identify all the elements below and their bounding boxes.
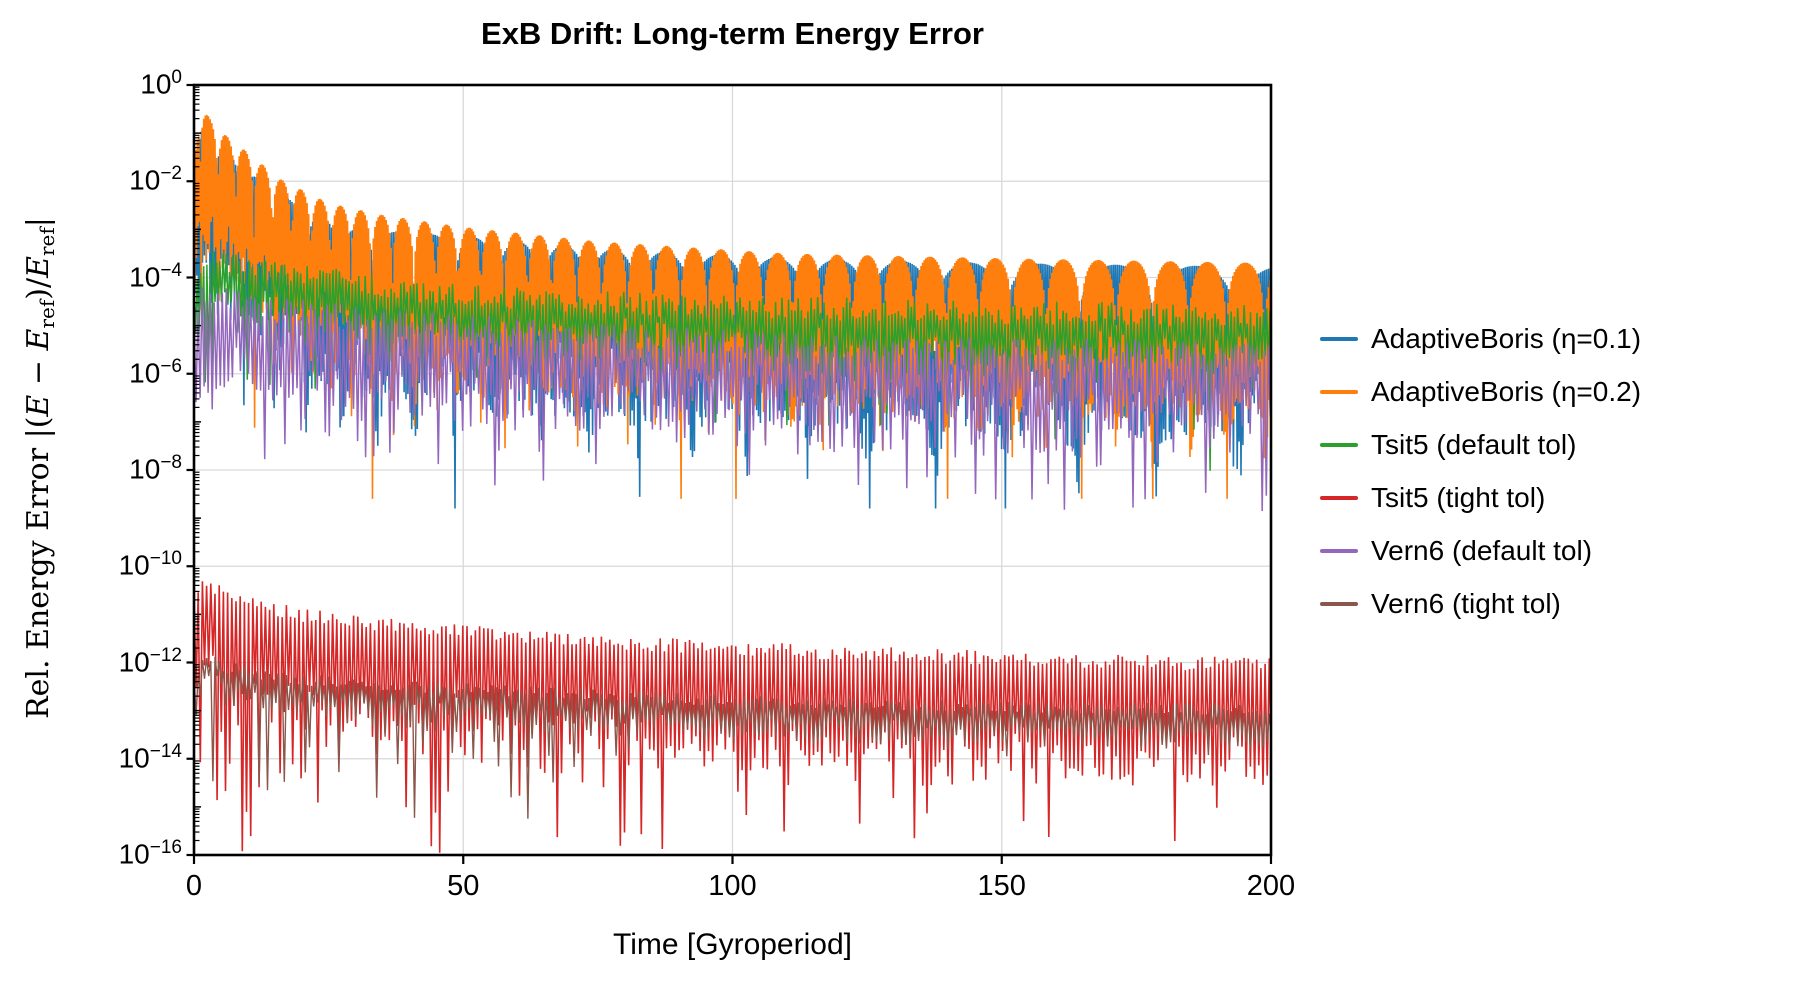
y-tick-label: 10−14 <box>118 740 182 774</box>
legend-label: Tsit5 (tight tol) <box>1371 481 1546 513</box>
legend-label: Tsit5 (default tol) <box>1371 428 1577 460</box>
legend-label: Vern6 (tight tol) <box>1371 587 1561 619</box>
legend-item: Tsit5 (tight tol) <box>1320 471 1641 524</box>
legend-item: AdaptiveBoris (η=0.2) <box>1320 365 1641 418</box>
x-tick-label: 0 <box>185 870 203 902</box>
gridlines <box>194 85 1271 855</box>
x-tick-label: 50 <box>447 870 480 902</box>
x-tick-label: 100 <box>708 870 757 902</box>
legend-item: AdaptiveBoris (η=0.1) <box>1320 312 1641 365</box>
x-tick-label: 200 <box>1246 870 1296 902</box>
y-tick-label: 10−8 <box>129 452 182 485</box>
y-axis-label: Rel. Energy Error |(E − Eref)/Eref| <box>21 217 59 719</box>
legend-item: Tsit5 (default tol) <box>1320 418 1641 471</box>
legend-label: AdaptiveBoris (η=0.1) <box>1371 322 1642 354</box>
y-tick-label: 10−4 <box>129 259 182 292</box>
legend-item: Vern6 (tight tol) <box>1320 577 1641 630</box>
y-tick-label: 10−6 <box>129 355 182 389</box>
axis-ticks <box>186 83 1273 864</box>
series-lines <box>194 114 1271 853</box>
chart-title: ExB Drift: Long-term Energy Error <box>481 16 984 51</box>
series-tsit5-default-tol- <box>194 250 1271 471</box>
legend-item: Vern6 (default tol) <box>1320 524 1641 577</box>
series-adaptiveboris-0-2- <box>194 114 1271 499</box>
legend-swatch <box>1320 495 1358 500</box>
y-tick-label: 100 <box>140 67 182 100</box>
legend: AdaptiveBoris (η=0.1) AdaptiveBoris (η=0.… <box>1320 312 1641 630</box>
legend-label: AdaptiveBoris (η=0.2) <box>1371 375 1642 407</box>
y-tick-label: 10−10 <box>118 548 182 581</box>
x-axis-label: Time [Gyroperiod] <box>613 928 852 961</box>
y-tick-label: 10−16 <box>118 837 182 870</box>
x-tick-label: 150 <box>977 870 1026 902</box>
legend-swatch <box>1320 389 1358 394</box>
series-vern6-default-tol- <box>194 287 1271 512</box>
legend-swatch <box>1320 336 1358 341</box>
series-tsit5-tight-tol- <box>194 581 1271 853</box>
legend-swatch <box>1320 548 1358 553</box>
legend-label: Vern6 (default tol) <box>1371 534 1593 566</box>
y-tick-label: 10−12 <box>118 644 182 677</box>
plot-frame <box>192 83 1273 857</box>
legend-swatch <box>1320 601 1358 606</box>
legend-swatch <box>1320 442 1358 447</box>
series-vern6-tight-tol- <box>194 656 1271 819</box>
y-tick-label: 10−2 <box>129 163 182 196</box>
